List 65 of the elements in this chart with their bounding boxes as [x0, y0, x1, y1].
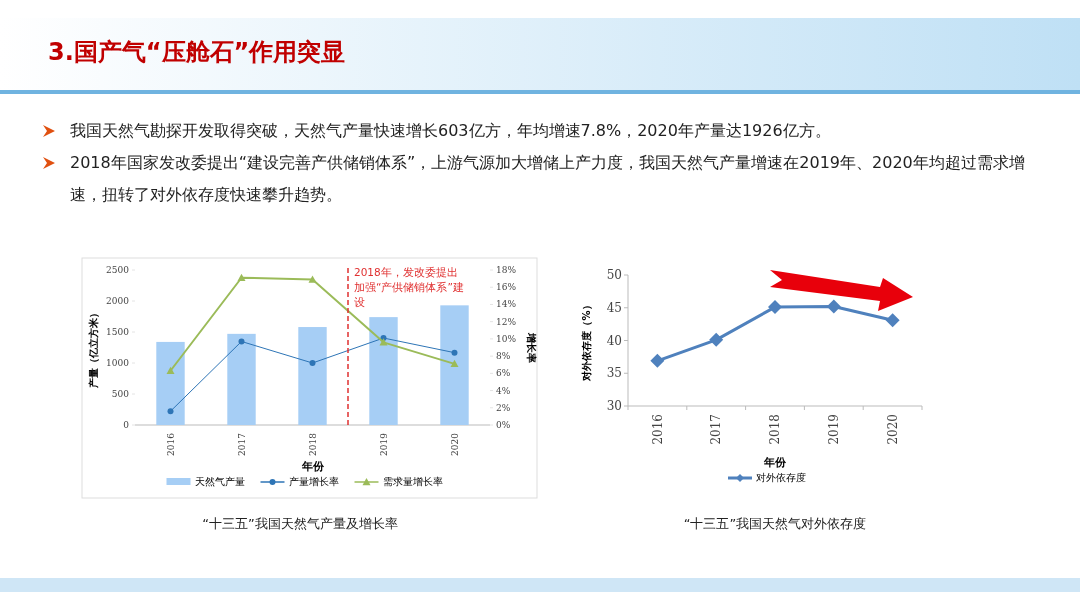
x-tick-label: 2016 — [650, 414, 665, 445]
y2-tick-label: 6% — [496, 368, 511, 379]
ref-line-label: 2018年，发改委提出加强“产供储销体系”建设 — [354, 266, 464, 308]
y2-tick-label: 4% — [496, 385, 511, 396]
y2-tick-label: 2% — [496, 402, 511, 413]
x-axis-title: 年份 — [763, 456, 787, 469]
bar — [156, 341, 185, 425]
y-axis-title: 对外依存度（%） — [581, 300, 592, 382]
y-tick-label: 2500 — [106, 265, 130, 275]
point — [650, 353, 665, 368]
y-tick-label: 0 — [123, 420, 130, 430]
y2-axis-title: 增长率 — [526, 331, 537, 363]
point — [238, 338, 245, 345]
y-tick-label: 30 — [606, 399, 622, 413]
legend-label: 天然气产量 — [194, 476, 245, 488]
text: “十三五”我国天然气对外依存度 — [683, 516, 867, 531]
y-tick-label: 2000 — [106, 296, 130, 306]
point — [237, 273, 246, 281]
bar — [440, 305, 469, 425]
x-tick-label: 2017 — [236, 432, 247, 456]
x-axis-title: 年份 — [300, 460, 325, 473]
text: 3.国产气“压舱石”作用突显 — [48, 37, 346, 68]
point — [309, 360, 316, 366]
x-tick-label: 2018 — [768, 414, 783, 445]
x-tick-label: 2020 — [449, 432, 460, 456]
y-tick-label: 45 — [606, 300, 622, 315]
y2-tick-label: 18% — [496, 265, 517, 275]
y-tick-label: 40 — [606, 333, 622, 348]
x-tick-label: 2016 — [165, 432, 176, 456]
text: 我国天然气勘探开发取得突破，天然气产量快速增长603亿方，年均增速7.8%，2020年产量达1926亿方。 — [70, 120, 831, 142]
point — [709, 332, 724, 347]
y2-tick-label: 8% — [496, 351, 511, 362]
y2-tick-label: 12% — [496, 316, 517, 327]
y-tick-label: 50 — [606, 268, 622, 282]
y-tick-label: 500 — [111, 389, 130, 399]
legend-label: 需求量增长率 — [382, 476, 443, 488]
x-tick-label: 2019 — [827, 414, 841, 445]
y2-tick-label: 0% — [496, 420, 511, 430]
point — [885, 313, 900, 328]
point — [308, 275, 317, 283]
point — [768, 300, 782, 315]
y-tick-label: 1000 — [106, 358, 130, 368]
bar — [227, 333, 256, 425]
bar — [369, 317, 398, 425]
y-axis-title: 产量（亿立方米） — [88, 307, 99, 389]
y2-tick-label: 10% — [496, 333, 517, 344]
bar — [298, 327, 327, 425]
y-tick-label: 1500 — [106, 327, 130, 337]
point — [167, 408, 174, 415]
point — [826, 299, 841, 314]
x-tick-label: 2019 — [378, 432, 389, 456]
y2-tick-label: 14% — [496, 299, 517, 310]
y2-tick-label: 16% — [496, 282, 517, 293]
point — [166, 366, 175, 374]
x-tick-label: 2018 — [307, 432, 318, 456]
text: 2018年国家发改委提出“建设完善产供储销体系”，上游气源加大增储上产力度，我国天然气产量增速在2019年、2020年均超过需求增速，扭转了对外依存度快速攀升趋势。 — [70, 152, 1026, 206]
legend-label: 对外依存度 — [756, 472, 806, 484]
text: “十三五”我国天然气产量及增长率 — [202, 516, 398, 531]
x-tick-label: 2017 — [709, 414, 724, 445]
point — [379, 338, 388, 346]
y-tick-label: 35 — [606, 366, 622, 381]
point — [450, 359, 459, 368]
legend-label: 产量增长率 — [288, 476, 339, 488]
x-tick-label: 2020 — [885, 414, 900, 445]
point — [451, 349, 458, 356]
